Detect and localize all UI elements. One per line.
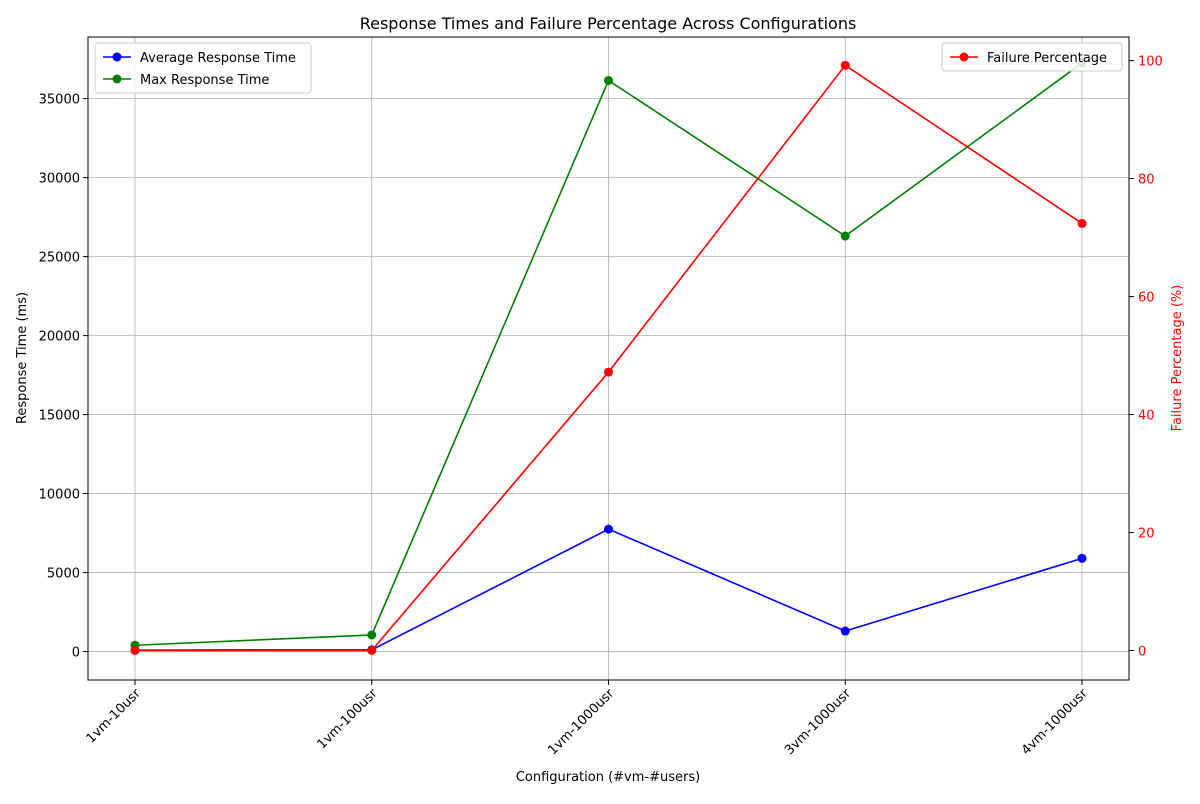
y-right-tick-label: 100 <box>1138 55 1163 70</box>
data-point <box>604 367 613 377</box>
x-tick-label: 3vm-1000usr <box>782 686 854 758</box>
legend-label: Max Response Time <box>140 73 269 88</box>
x-tick-label: 4vm-1000usr <box>1019 686 1091 758</box>
x-tick-label: 1vm-1000usr <box>545 686 617 758</box>
y-right-tick-label: 0 <box>1138 645 1146 660</box>
legend-marker <box>112 74 122 84</box>
x-axis-label: Configuration (#vm-#users) <box>516 770 700 785</box>
data-point <box>840 626 850 636</box>
axes: 1vm-10usr 1vm-100usr 1vm-1000usr 3vm-1000us… <box>39 55 1163 759</box>
y-right-tick-label: 60 <box>1138 291 1155 306</box>
legend-box <box>94 42 312 94</box>
y-left-tick-label: 30000 <box>39 172 80 187</box>
legend-marker <box>959 52 969 62</box>
legend-label: Average Response Time <box>140 51 296 66</box>
data-point <box>840 60 850 70</box>
y-left-tick-label: 25000 <box>39 251 80 266</box>
series-right-0 <box>130 60 1087 656</box>
x-tick-label: 1vm-10usr <box>84 686 145 747</box>
y-left-tick-label: 0 <box>72 646 80 661</box>
data-point <box>130 646 140 656</box>
data-point <box>367 630 377 640</box>
chart-title: Response Times and Failure Percentage Ac… <box>360 14 857 33</box>
data-point <box>840 231 850 241</box>
data-point <box>604 524 613 534</box>
data-point <box>604 75 613 85</box>
y-axis-left-label: Response Time (ms) <box>15 292 30 424</box>
legend-box <box>941 42 1123 72</box>
y-left-tick-label: 35000 <box>39 93 80 108</box>
legend-label: Failure Percentage <box>987 51 1107 66</box>
x-tick-label: 1vm-100usr <box>314 686 381 753</box>
y-left-tick-label: 20000 <box>39 330 80 345</box>
data-point <box>1077 553 1087 563</box>
series-layer <box>130 58 1087 656</box>
y-left-tick-label: 10000 <box>39 488 80 503</box>
data-point <box>1077 218 1087 228</box>
y-right-tick-label: 20 <box>1138 527 1155 542</box>
y-right-tick-label: 40 <box>1138 409 1155 424</box>
y-left-tick-label: 15000 <box>39 409 80 424</box>
y-axis-right-label: Failure Percentage (%) <box>1170 285 1185 432</box>
y-left-tick-label: 5000 <box>47 567 80 582</box>
legend-left: Average Response Time Max Response Time <box>94 42 312 94</box>
grid <box>88 37 1129 680</box>
data-point <box>367 646 377 656</box>
legend-right: Failure Percentage <box>941 42 1123 72</box>
legend-marker <box>112 52 122 62</box>
y-right-tick-label: 80 <box>1138 173 1155 188</box>
